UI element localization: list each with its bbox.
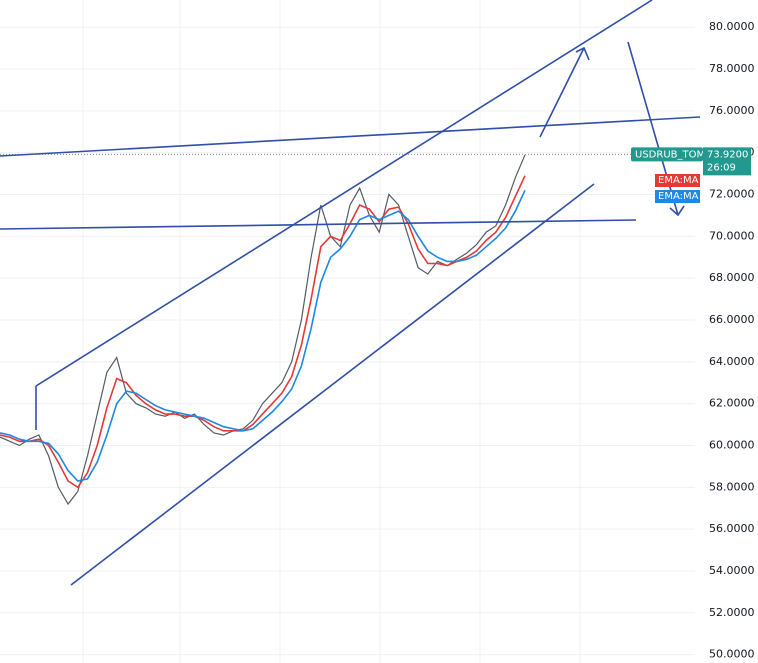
y-tick-label: 52.0000: [709, 606, 755, 619]
price-label: 73.9200: [707, 149, 748, 160]
countdown: 26:09: [707, 162, 736, 173]
vertical-grid: [82, 0, 581, 663]
price-tag: [703, 147, 751, 176]
y-tick-label: 60.0000: [709, 438, 755, 451]
y-tick-label: 58.0000: [709, 480, 755, 493]
y-tick-label: 76.0000: [709, 104, 755, 117]
y-tick-label: 80.0000: [709, 20, 755, 33]
y-tick-label: 50.0000: [709, 648, 755, 661]
y-tick-label: 62.0000: [709, 397, 755, 410]
symbol-tag: [631, 147, 703, 162]
indicator-tag: [655, 190, 700, 203]
drawings: [0, 0, 701, 586]
y-tick-label: 56.0000: [709, 522, 755, 535]
symbol-label: USDRUB_TOM: [635, 149, 705, 160]
y-tick-label: 72.0000: [709, 188, 755, 201]
grid: [0, 26, 695, 656]
indicator-label: EMA:MA: [658, 191, 699, 202]
y-tick-label: 68.0000: [709, 271, 755, 284]
price-axis: 50.0000 52.0000 54.0000 56.0000 58.0000 60.00…: [631, 20, 755, 661]
plot: [0, 153, 695, 506]
indicator-label: EMA:MA: [658, 175, 699, 186]
indicator-tag: [655, 174, 700, 187]
price-line: [0, 189, 526, 482]
price-line: [0, 154, 526, 506]
price-line: [0, 175, 526, 489]
y-tick-label: 54.0000: [709, 564, 755, 577]
y-tick-label: 66.0000: [709, 313, 755, 326]
y-tick-label: 64.0000: [709, 355, 755, 368]
y-tick-label: 78.0000: [709, 62, 755, 75]
y-tick-label: 70.0000: [709, 229, 755, 242]
